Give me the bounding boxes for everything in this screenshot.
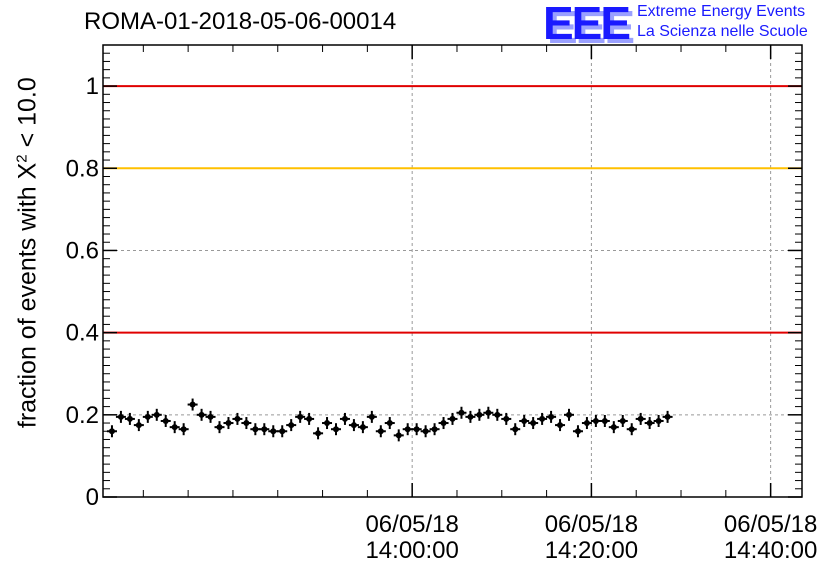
y-tick-label: 1 <box>86 73 99 100</box>
y-tick-label: 0.4 <box>66 320 99 347</box>
data-point <box>449 415 456 422</box>
data-point <box>592 417 599 424</box>
data-point <box>646 420 653 427</box>
data-point <box>548 413 555 420</box>
y-axis-label-sup: 2 <box>13 154 31 163</box>
data-point <box>503 415 510 422</box>
y-axis-label-prefix: fraction of events with X <box>13 162 42 429</box>
data-point <box>467 413 474 420</box>
logo-mark-shadow: EEE <box>547 1 635 53</box>
data-point <box>315 430 322 437</box>
x-tick-label-date: 06/05/18 <box>545 511 638 538</box>
data-point <box>610 424 617 431</box>
data-point <box>619 417 626 424</box>
x-tick-label-time: 14:20:00 <box>545 537 638 564</box>
data-point <box>333 426 339 433</box>
data-point <box>108 428 115 435</box>
data-point <box>306 415 313 422</box>
data-point <box>270 428 277 435</box>
data-point <box>485 409 492 416</box>
data-point <box>153 411 160 418</box>
data-point <box>458 409 465 416</box>
data-point <box>512 426 519 433</box>
chart-title: ROMA-01-2018-05-06-00014 <box>84 8 397 35</box>
data-point <box>368 413 375 420</box>
x-tick-label-date: 06/05/18 <box>724 511 817 538</box>
data-point <box>377 428 384 435</box>
data-point <box>180 426 187 433</box>
data-point <box>557 422 564 429</box>
data-point <box>216 424 223 431</box>
y-tick-label: 0.8 <box>66 155 99 182</box>
data-point <box>413 426 420 433</box>
logo-text: Extreme Energy Events La Scienza nelle S… <box>637 2 808 42</box>
logo-mark: EEE <box>543 0 631 49</box>
logo-line-1: Extreme Energy Events <box>637 3 806 20</box>
data-point <box>234 415 241 422</box>
data-point <box>664 413 671 420</box>
y-tick-label: 0.2 <box>66 402 99 429</box>
data-point <box>422 428 429 435</box>
logo-line-2: La Scienza nelle Scuole <box>637 23 808 40</box>
data-point <box>431 426 438 433</box>
data-point <box>279 428 286 435</box>
plot-frame <box>102 44 803 498</box>
data-point <box>243 420 250 427</box>
data-point <box>261 426 268 433</box>
data-point <box>135 422 142 429</box>
y-axis-label: fraction of events with X2 < 10.0 <box>13 43 42 463</box>
data-point <box>288 422 295 429</box>
data-point <box>198 411 205 418</box>
data-point <box>359 424 366 431</box>
data-point <box>126 415 133 422</box>
data-point <box>601 417 608 424</box>
data-point <box>574 428 581 435</box>
data-point <box>566 411 572 418</box>
y-tick-label: 0.6 <box>66 237 99 264</box>
data-point <box>350 422 357 429</box>
data-point <box>225 420 232 427</box>
x-tick-label-time: 14:40:00 <box>724 537 817 564</box>
data-point <box>189 401 196 408</box>
data-point <box>252 426 259 433</box>
data-point <box>144 413 151 420</box>
data-point <box>655 417 662 424</box>
data-point <box>395 432 402 439</box>
data-point <box>171 424 178 431</box>
data-point <box>404 426 411 433</box>
data-point <box>297 413 304 420</box>
x-tick-label-date: 06/05/18 <box>365 511 458 538</box>
data-point <box>521 417 528 424</box>
data-point <box>637 415 644 422</box>
y-tick-label: 0 <box>86 484 99 511</box>
data-point <box>628 426 635 433</box>
data-point <box>530 420 537 427</box>
data-point <box>162 417 169 424</box>
data-point <box>386 420 393 427</box>
y-axis-label-suffix: < 10.0 <box>13 77 42 155</box>
data-point <box>324 420 331 427</box>
data-point <box>117 413 124 420</box>
data-point <box>341 415 348 422</box>
data-point <box>539 415 546 422</box>
data-point <box>207 413 214 420</box>
data-point <box>583 420 590 427</box>
data-point <box>494 411 501 418</box>
x-tick-label-time: 14:00:00 <box>365 537 458 564</box>
data-point <box>440 420 447 427</box>
data-point <box>476 411 483 418</box>
